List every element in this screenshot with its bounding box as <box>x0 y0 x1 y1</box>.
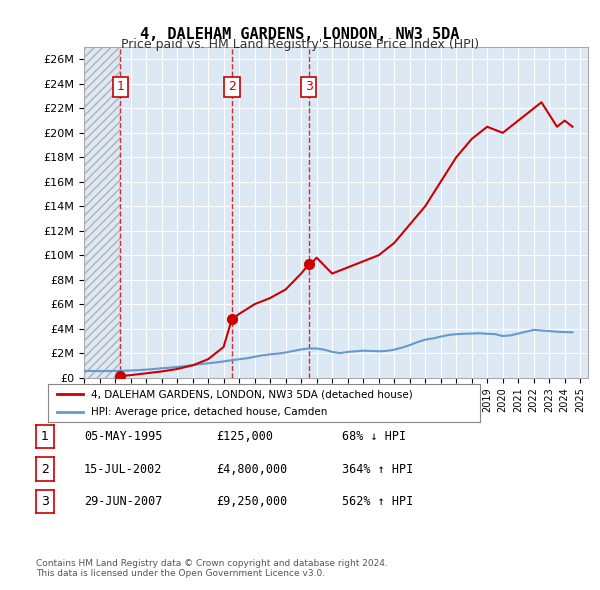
Text: 4, DALEHAM GARDENS, LONDON, NW3 5DA: 4, DALEHAM GARDENS, LONDON, NW3 5DA <box>140 27 460 41</box>
Text: 05-MAY-1995: 05-MAY-1995 <box>84 430 163 443</box>
Text: 15-JUL-2002: 15-JUL-2002 <box>84 463 163 476</box>
Text: 1: 1 <box>41 430 49 443</box>
Text: 2: 2 <box>228 80 236 93</box>
Text: £4,800,000: £4,800,000 <box>216 463 287 476</box>
Text: HPI: Average price, detached house, Camden: HPI: Average price, detached house, Camd… <box>91 407 328 417</box>
Text: Contains HM Land Registry data © Crown copyright and database right 2024.
This d: Contains HM Land Registry data © Crown c… <box>36 559 388 578</box>
Text: 2: 2 <box>41 463 49 476</box>
Text: 29-JUN-2007: 29-JUN-2007 <box>84 495 163 508</box>
Text: 1: 1 <box>116 80 124 93</box>
Text: 3: 3 <box>305 80 313 93</box>
Text: £125,000: £125,000 <box>216 430 273 443</box>
Text: 364% ↑ HPI: 364% ↑ HPI <box>342 463 413 476</box>
Text: 68% ↓ HPI: 68% ↓ HPI <box>342 430 406 443</box>
Text: £9,250,000: £9,250,000 <box>216 495 287 508</box>
Text: 3: 3 <box>41 495 49 508</box>
Text: Price paid vs. HM Land Registry's House Price Index (HPI): Price paid vs. HM Land Registry's House … <box>121 38 479 51</box>
Text: 562% ↑ HPI: 562% ↑ HPI <box>342 495 413 508</box>
Text: 4, DALEHAM GARDENS, LONDON, NW3 5DA (detached house): 4, DALEHAM GARDENS, LONDON, NW3 5DA (det… <box>91 389 413 399</box>
